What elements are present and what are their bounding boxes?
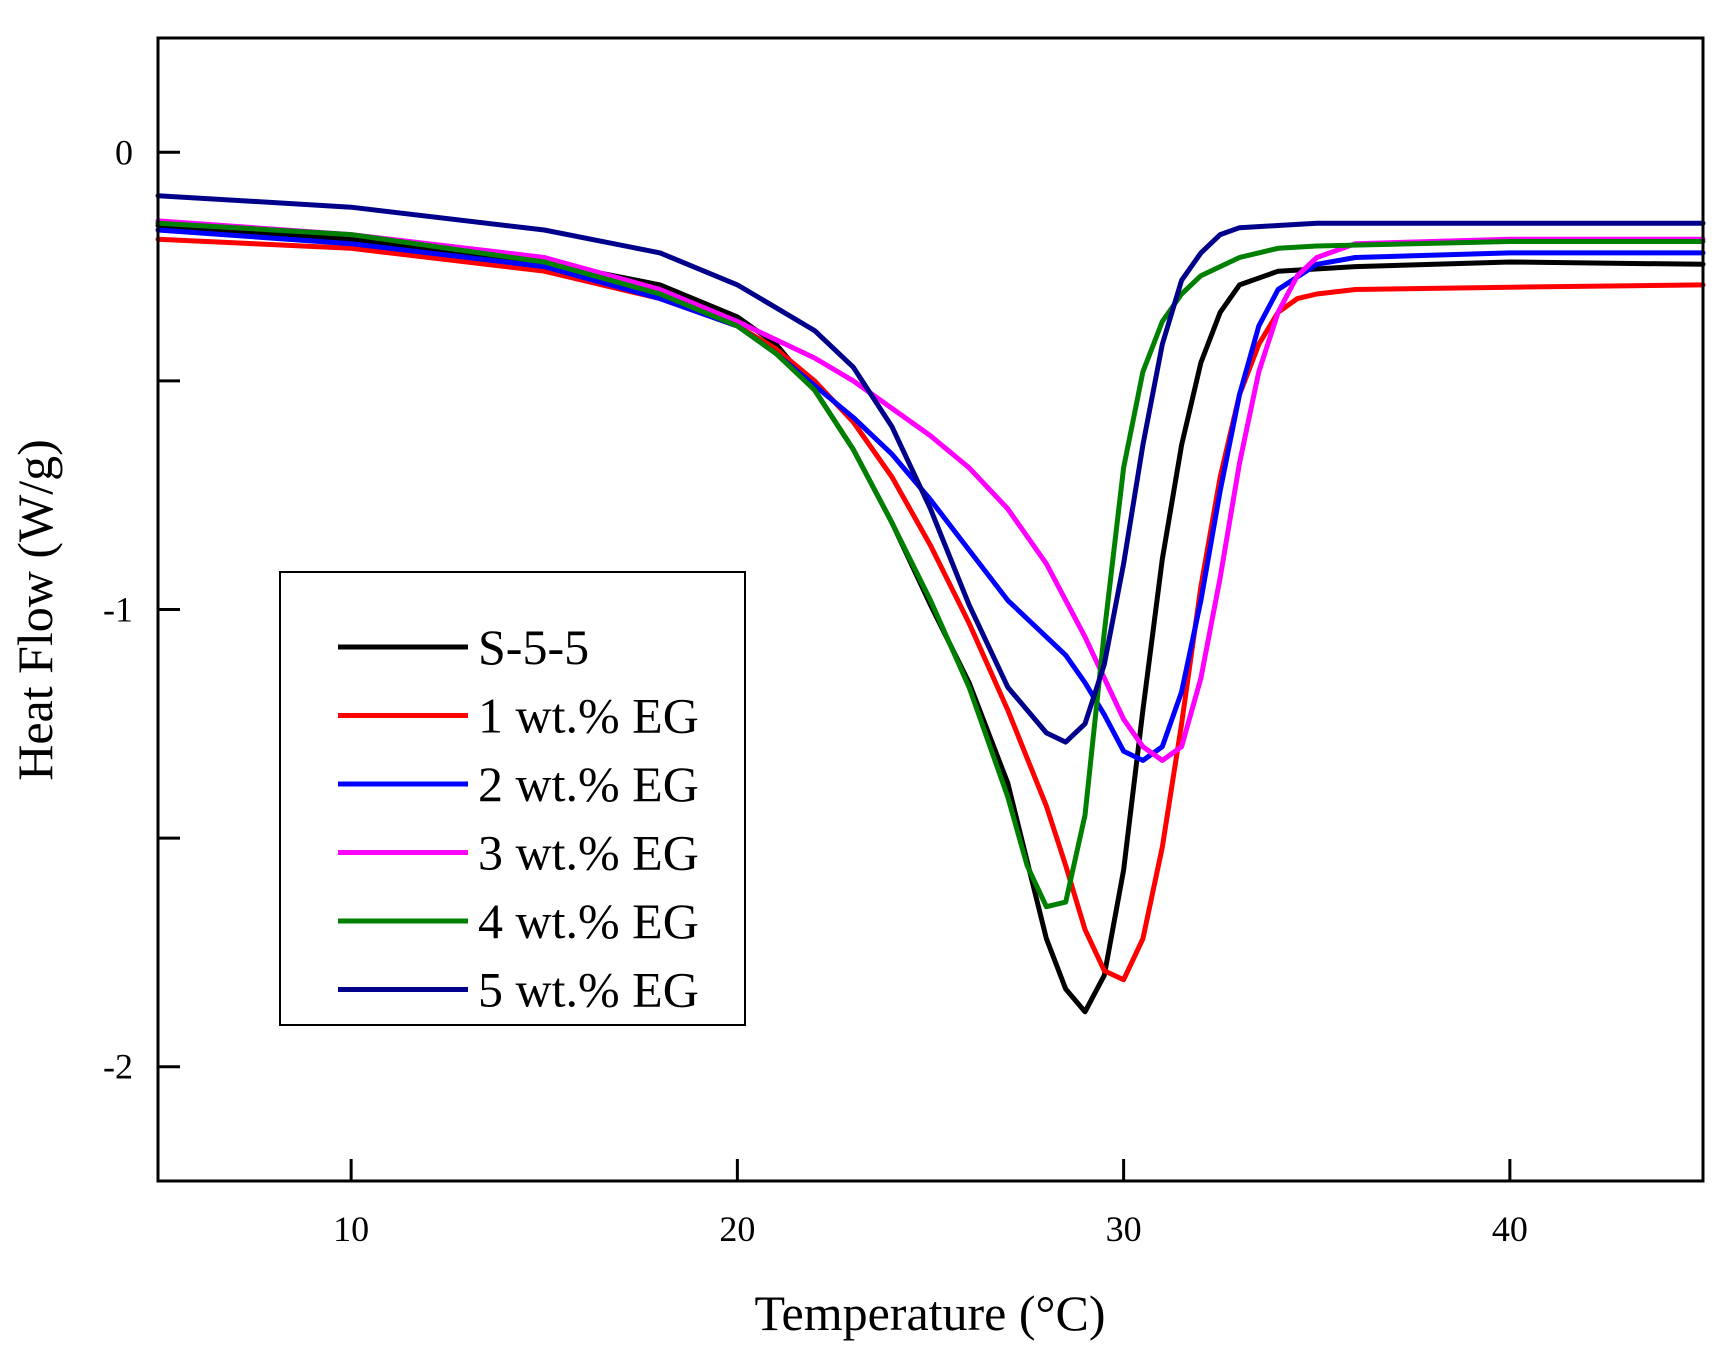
legend-label: 3 wt.% EG [478, 825, 699, 881]
x-tick-label: 20 [719, 1209, 755, 1249]
x-tick-label: 10 [333, 1209, 369, 1249]
x-axis-title: Temperature (°C) [754, 1285, 1105, 1341]
legend: S-5-5 1 wt.% EG 2 wt.% EG 3 wt.% EG 4 wt.% E… [279, 571, 746, 1026]
ticks-layer: 10 20 30 40 0 -1 -2 [103, 132, 1528, 1249]
x-tick-label: 30 [1106, 1209, 1142, 1249]
legend-label: 5 wt.% EG [478, 962, 699, 1018]
legend-label: 4 wt.% EG [478, 893, 699, 949]
x-tick-label: 40 [1492, 1209, 1528, 1249]
series-line-5-wt-eg [155, 193, 1706, 745]
legend-label: 2 wt.% EG [478, 756, 699, 812]
y-axis-title: Heat Flow (W/g) [7, 439, 63, 781]
series-layer [155, 193, 1706, 1015]
series-line-3-wt-eg [155, 218, 1706, 763]
y-tick-label: -1 [103, 590, 133, 630]
y-tick-label: 0 [115, 132, 133, 172]
legend-label: S-5-5 [478, 619, 589, 675]
legend-items: S-5-5 1 wt.% EG 2 wt.% EG 3 wt.% EG 4 wt.% E… [338, 619, 699, 1018]
series-line-4-wt-eg [155, 220, 1706, 910]
legend-label: 1 wt.% EG [478, 688, 699, 744]
y-tick-label: -2 [103, 1047, 133, 1087]
